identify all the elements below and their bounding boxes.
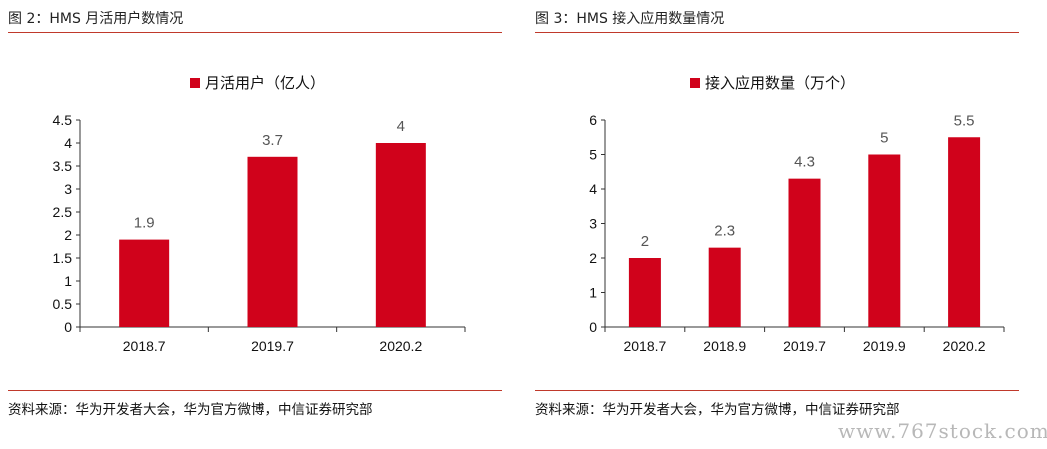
x-tick-label: 2019.9 bbox=[863, 338, 906, 354]
title-rule bbox=[8, 32, 502, 33]
x-tick-label: 2018.7 bbox=[123, 338, 166, 354]
y-tick-label: 4 bbox=[589, 181, 597, 197]
legend-label: 接入应用数量（万个） bbox=[705, 74, 855, 92]
data-label: 2 bbox=[641, 233, 649, 250]
x-tick-label: 2019.7 bbox=[783, 338, 826, 354]
x-tick-label: 2020.2 bbox=[379, 338, 422, 354]
bar bbox=[868, 154, 901, 327]
data-label: 2.3 bbox=[714, 223, 735, 240]
y-tick-label: 5 bbox=[589, 147, 597, 163]
bar-chart-mau: 月活用户（亿人） 0 0.5 1 1.5 2 2.5 3 3.5 4 4.5 1.9 2018.7 3.7… bbox=[53, 75, 466, 354]
source-note: 资料来源：华为开发者大会，华为官方微博，中信证券研究部 bbox=[8, 402, 373, 418]
bar bbox=[628, 258, 661, 327]
source-rule bbox=[535, 390, 1019, 391]
bar bbox=[375, 143, 426, 327]
data-label: 1.9 bbox=[134, 215, 155, 232]
y-tick-label: 1 bbox=[64, 273, 72, 289]
y-tick-label: 3 bbox=[64, 181, 72, 197]
y-tick-label: 3.5 bbox=[53, 158, 73, 174]
bar bbox=[708, 247, 741, 327]
y-tick-label: 1.5 bbox=[53, 250, 73, 266]
panel-hms-monthly-active-users: 图 2：HMS 月活用户数情况 月活用户（亿人） 0 0.5 1 1.5 2 2.5 3 3.5… bbox=[0, 0, 520, 449]
y-tick-label: 1 bbox=[589, 285, 597, 301]
y-tick-label: 4 bbox=[64, 135, 72, 151]
watermark-text: www.767stock.com bbox=[838, 419, 1047, 443]
y-tick-label: 4.5 bbox=[53, 112, 73, 128]
bar bbox=[247, 156, 298, 327]
panel-hms-integrated-apps: 图 3：HMS 接入应用数量情况 接入应用数量（万个） 0 1 2 3 4 5 6 2 2018.… bbox=[527, 0, 1047, 449]
bar bbox=[948, 137, 981, 327]
data-label: 5.5 bbox=[954, 112, 975, 129]
data-label: 4.3 bbox=[794, 154, 815, 171]
y-tick-label: 2 bbox=[64, 227, 72, 243]
x-tick-label: 2018.7 bbox=[623, 338, 666, 354]
y-tick-label: 6 bbox=[589, 112, 597, 128]
source-note: 资料来源：华为开发者大会，华为官方微博，中信证券研究部 bbox=[535, 402, 900, 418]
data-label: 5 bbox=[880, 130, 888, 147]
figure-title: 图 2：HMS 月活用户数情况 bbox=[8, 11, 184, 27]
bar bbox=[119, 239, 170, 327]
legend-swatch bbox=[690, 78, 700, 88]
x-tick-label: 2019.7 bbox=[251, 338, 294, 354]
data-label: 3.7 bbox=[262, 132, 283, 149]
legend-swatch bbox=[190, 78, 200, 88]
y-tick-label: 2 bbox=[589, 250, 597, 266]
title-rule bbox=[535, 32, 1019, 33]
x-tick-label: 2020.2 bbox=[943, 338, 986, 354]
bar-chart-apps: 接入应用数量（万个） 0 1 2 3 4 5 6 2 2018.7 2.3 2018.9 4.3 2019… bbox=[589, 74, 1005, 354]
figure-title: 图 3：HMS 接入应用数量情况 bbox=[535, 11, 725, 27]
y-tick-label: 0.5 bbox=[53, 296, 73, 312]
source-rule bbox=[8, 390, 502, 391]
y-tick-label: 3 bbox=[589, 216, 597, 232]
x-tick-label: 2018.9 bbox=[703, 338, 746, 354]
bar bbox=[788, 178, 821, 327]
y-tick-label: 0 bbox=[64, 319, 72, 335]
y-tick-label: 2.5 bbox=[53, 204, 73, 220]
y-tick-label: 0 bbox=[589, 319, 597, 335]
data-label: 4 bbox=[397, 118, 405, 135]
legend-label: 月活用户（亿人） bbox=[205, 75, 325, 92]
